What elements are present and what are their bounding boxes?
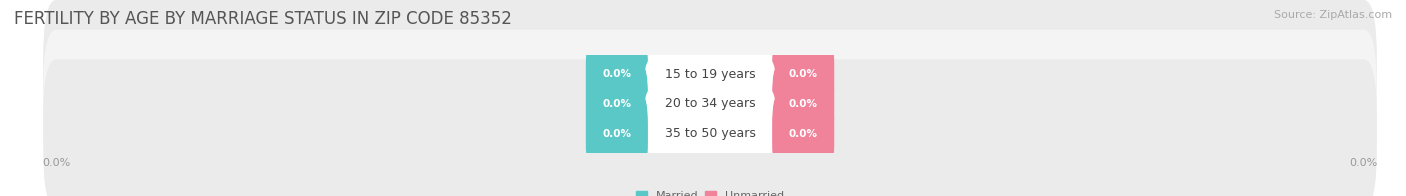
Text: FERTILITY BY AGE BY MARRIAGE STATUS IN ZIP CODE 85352: FERTILITY BY AGE BY MARRIAGE STATUS IN Z…	[14, 10, 512, 28]
Text: 20 to 34 years: 20 to 34 years	[665, 97, 755, 110]
FancyBboxPatch shape	[772, 65, 834, 142]
Text: 0.0%: 0.0%	[789, 99, 818, 109]
FancyBboxPatch shape	[644, 30, 776, 119]
Text: 0.0%: 0.0%	[602, 99, 631, 109]
FancyBboxPatch shape	[586, 36, 648, 113]
Text: 0.0%: 0.0%	[789, 69, 818, 79]
FancyBboxPatch shape	[44, 30, 1376, 178]
FancyBboxPatch shape	[586, 95, 648, 172]
FancyBboxPatch shape	[772, 95, 834, 172]
FancyBboxPatch shape	[44, 0, 1376, 148]
Legend: Married, Unmarried: Married, Unmarried	[636, 191, 785, 196]
FancyBboxPatch shape	[586, 65, 648, 142]
Text: Source: ZipAtlas.com: Source: ZipAtlas.com	[1274, 10, 1392, 20]
Text: 35 to 50 years: 35 to 50 years	[665, 127, 755, 140]
Text: 15 to 19 years: 15 to 19 years	[665, 68, 755, 81]
FancyBboxPatch shape	[772, 36, 834, 113]
FancyBboxPatch shape	[644, 89, 776, 178]
Text: 0.0%: 0.0%	[602, 69, 631, 79]
Text: 0.0%: 0.0%	[602, 129, 631, 139]
FancyBboxPatch shape	[44, 59, 1376, 196]
Text: 0.0%: 0.0%	[789, 129, 818, 139]
FancyBboxPatch shape	[644, 59, 776, 148]
